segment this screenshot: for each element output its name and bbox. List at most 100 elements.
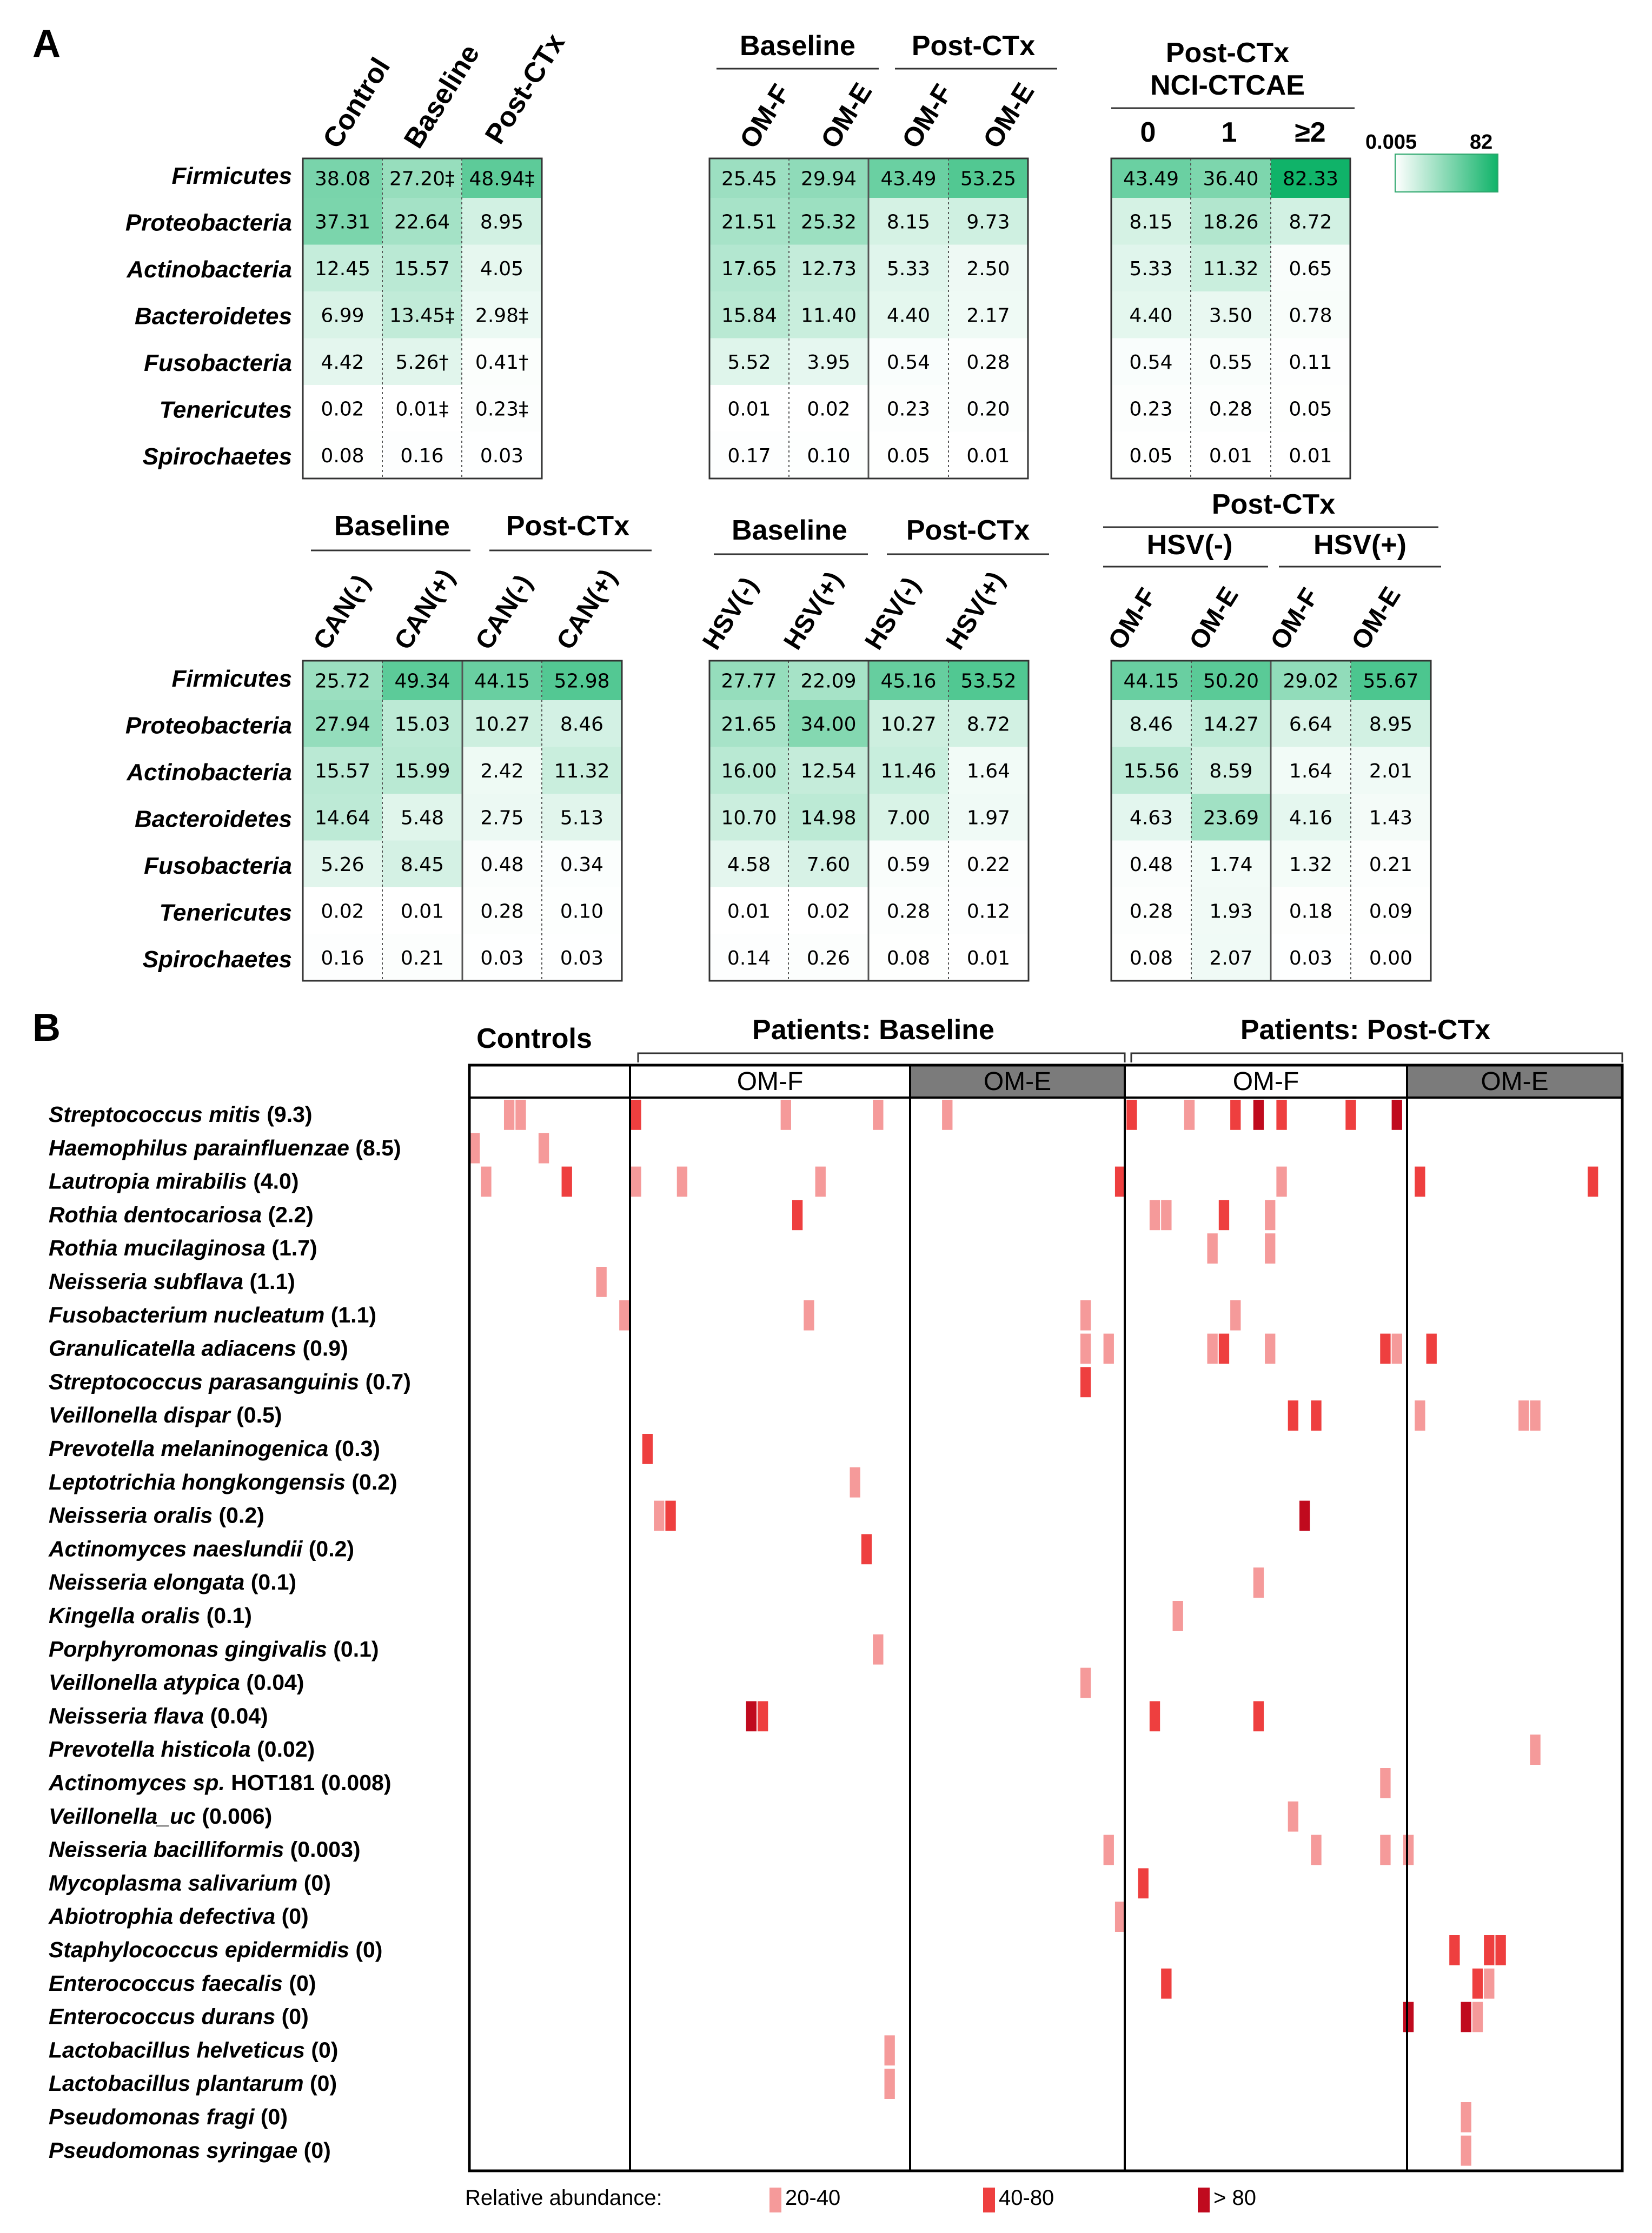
species-abundance: (0) xyxy=(297,1870,331,1895)
t1-cell-value: 15.57 xyxy=(394,258,450,280)
panel-a-label: A xyxy=(32,22,61,65)
t2-cell xyxy=(948,385,1028,432)
species-name: Lautropia mirabilis xyxy=(49,1169,247,1194)
t1-cell xyxy=(303,431,382,478)
species-abundance: (0.2) xyxy=(213,1503,264,1528)
t1-cell xyxy=(462,198,542,245)
abundance-cell xyxy=(746,1701,757,1732)
species-abundance: (4.0) xyxy=(247,1169,299,1194)
t6-cell-value: 4.63 xyxy=(1130,807,1173,829)
t3-cell xyxy=(1111,158,1191,198)
t4-cell xyxy=(303,840,382,887)
t3-cell xyxy=(1271,158,1350,198)
t3-cell xyxy=(1111,385,1191,432)
abundance-cell xyxy=(1265,1333,1276,1364)
abundance-cell xyxy=(665,1500,676,1531)
abundance-cell xyxy=(1080,1300,1091,1331)
postctx-title: Patients: Post-CTx xyxy=(1240,1014,1490,1046)
t2-cell xyxy=(709,431,789,478)
t6-group-hsv-pos: HSV(+) xyxy=(1313,529,1406,561)
species-label: Lactobacillus plantarum (0) xyxy=(49,2071,337,2096)
abundance-cell xyxy=(1472,2002,1483,2032)
t2-cell-value: 53.25 xyxy=(960,168,1016,190)
species-name: Actinomyces naeslundii xyxy=(48,1536,303,1561)
t4-cell-value: 0.16 xyxy=(321,947,364,969)
abundance-cell xyxy=(469,1133,480,1164)
t2-cell-value: 2.50 xyxy=(966,258,1010,280)
species-label: Kingella oralis (0.1) xyxy=(49,1603,252,1628)
t6-cell xyxy=(1111,794,1191,841)
t1-cell xyxy=(462,431,542,478)
t2-cell xyxy=(948,158,1028,198)
t3-cell xyxy=(1191,291,1271,338)
abundance-cell xyxy=(1518,1400,1529,1431)
phylum-top-label: Firmicutes xyxy=(171,163,292,189)
t4-cell xyxy=(303,747,382,794)
phylum-top-label: Bacteroidetes xyxy=(135,303,292,330)
t5-cell xyxy=(948,794,1029,841)
t4-cell-value: 49.34 xyxy=(394,670,450,693)
t6-cell xyxy=(1351,700,1431,747)
t4-group-postctx: Post-CTx xyxy=(506,510,629,542)
species-label: Streptococcus mitis (9.3) xyxy=(49,1102,313,1127)
t5-cell xyxy=(788,661,868,700)
t2-cell-value: 12.73 xyxy=(801,258,857,280)
species-name: Neisseria oralis xyxy=(49,1503,213,1528)
t3-cell-value: 0.65 xyxy=(1289,258,1332,280)
species-abundance: (0) xyxy=(283,1971,316,1996)
t2-cell-value: 0.54 xyxy=(887,351,930,374)
t5-cell xyxy=(788,700,868,747)
t3-col-0: 0 xyxy=(1140,117,1156,148)
t1-col-control: Control xyxy=(317,52,396,154)
abundance-cell xyxy=(861,1534,872,1565)
abundance-cell xyxy=(1380,1333,1391,1364)
t2-cell-value: 43.49 xyxy=(880,168,936,190)
t3-cell xyxy=(1111,244,1191,291)
abundance-cell xyxy=(1080,1367,1091,1398)
t6-border xyxy=(1110,660,1432,982)
abundance-cell xyxy=(1161,1200,1172,1231)
species-label: Prevotella histicola (0.02) xyxy=(49,1737,315,1762)
t3-cell xyxy=(1271,338,1350,385)
heatmap-border xyxy=(468,1064,1624,2172)
legend-label-gt80: > 80 xyxy=(1213,2186,1256,2210)
t6-col-3: OM-F xyxy=(1265,583,1324,655)
t6-cell xyxy=(1351,887,1431,934)
t4-cell xyxy=(542,661,622,700)
phylum-bottom-label: Proteobacteria xyxy=(125,713,292,739)
species-abundance: (1.1) xyxy=(243,1269,295,1294)
t4-cell-value: 0.34 xyxy=(560,854,603,876)
t4-cell-value: 10.27 xyxy=(474,713,530,735)
t2-cell-value: 5.52 xyxy=(727,351,771,374)
t5-cell xyxy=(709,661,788,700)
species-name: Granulicatella adiacens xyxy=(49,1336,296,1361)
t6-cell-value: 0.18 xyxy=(1289,900,1332,922)
species-abundance: (0.2) xyxy=(346,1470,397,1494)
t5-group-postctx: Post-CTx xyxy=(906,515,1030,546)
t6-cell xyxy=(1271,840,1351,887)
abundance-cell xyxy=(1299,1500,1310,1531)
species-label: Neisseria elongata (0.1) xyxy=(49,1570,296,1594)
t2-cell xyxy=(948,338,1028,385)
t4-cell-value: 0.01 xyxy=(401,900,444,922)
species-label: Streptococcus parasanguinis (0.7) xyxy=(49,1369,411,1394)
t2-col-ome-1: OM-E xyxy=(815,77,878,153)
t3-cell xyxy=(1111,198,1191,245)
t1-col-baseline: Baseline xyxy=(398,39,486,154)
legend-swatch-gt80 xyxy=(1198,2188,1210,2212)
species-abundance: (0) xyxy=(304,2071,337,2096)
t3-cell xyxy=(1111,338,1191,385)
abundance-cell xyxy=(1276,1166,1287,1197)
t1-cell-value: 0.01‡ xyxy=(395,398,448,420)
species-abundance: (9.3) xyxy=(261,1102,313,1127)
t5-cell xyxy=(788,934,868,981)
species-name: Fusobacterium nucleatum xyxy=(49,1302,324,1327)
t3-cell-value: 5.33 xyxy=(1129,258,1172,280)
t5-cell-value: 22.09 xyxy=(800,670,856,693)
legend-label-20-40: 20-40 xyxy=(785,2186,840,2210)
t2-cell-value: 0.10 xyxy=(807,445,850,467)
t3-cell xyxy=(1191,385,1271,432)
t4-col-2: CAN(+) xyxy=(389,564,460,655)
species-name: Streptococcus parasanguinis xyxy=(49,1369,359,1394)
t6-cell xyxy=(1111,934,1191,981)
